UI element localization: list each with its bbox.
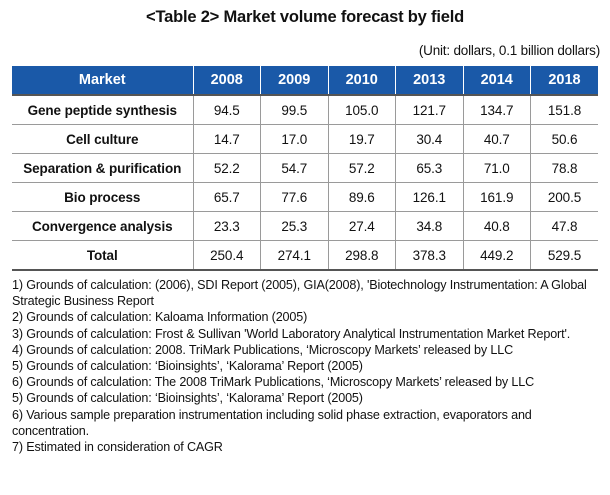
row-label: Total <box>12 240 193 271</box>
table-title: <Table 2> Market volume forecast by fiel… <box>146 8 464 26</box>
header-2014: 2014 <box>462 66 531 95</box>
footnotes: 1) Grounds of calculation: (2006), SDI R… <box>12 277 602 455</box>
table-row: Gene peptide synthesis 94.5 99.5 105.0 1… <box>12 94 598 125</box>
cell-value: 19.7 <box>327 124 396 154</box>
cell-value: 378.3 <box>395 240 463 271</box>
cell-value: 529.5 <box>530 240 598 271</box>
cell-value: 121.7 <box>395 94 463 125</box>
cell-value: 89.6 <box>327 182 396 212</box>
cell-value: 47.8 <box>530 211 598 241</box>
header-2018: 2018 <box>530 66 598 95</box>
row-label: Convergence analysis <box>12 211 193 241</box>
row-label: Bio process <box>12 182 193 212</box>
cell-value: 71.0 <box>462 153 531 183</box>
footnote: 2) Grounds of calculation: Kaloama Infor… <box>12 310 308 325</box>
cell-value: 40.7 <box>462 124 531 154</box>
cell-value: 78.8 <box>530 153 598 183</box>
cell-value: 99.5 <box>260 94 328 125</box>
table-row-total: Total 250.4 274.1 298.8 378.3 449.2 529.… <box>12 240 598 271</box>
cell-value: 200.5 <box>530 182 598 212</box>
row-label: Cell culture <box>12 124 193 154</box>
cell-value: 65.3 <box>395 153 463 183</box>
cell-value: 30.4 <box>395 124 463 154</box>
cell-value: 105.0 <box>327 94 396 125</box>
table-header-row: Market 2008 2009 2010 2013 2014 2018 <box>12 66 598 95</box>
table-row: Separation & purification 52.2 54.7 57.2… <box>12 153 598 183</box>
table-row: Cell culture 14.7 17.0 19.7 30.4 40.7 50… <box>12 124 598 154</box>
footnote: 1) Grounds of calculation: (2006), SDI R… <box>12 278 587 309</box>
cell-value: 77.6 <box>260 182 328 212</box>
footnote: 4) Grounds of calculation: 2008. TriMark… <box>12 342 514 357</box>
cell-value: 54.7 <box>260 153 328 183</box>
cell-value: 449.2 <box>462 240 531 271</box>
cell-value: 94.5 <box>192 94 261 125</box>
cell-value: 23.3 <box>192 211 261 241</box>
header-2009: 2009 <box>260 66 328 95</box>
footnote: 6) Various sample preparation instrument… <box>12 407 532 438</box>
cell-value: 250.4 <box>192 240 261 271</box>
footnote: 5) Grounds of calculation: ‘Bioinsights’… <box>12 359 363 374</box>
row-label: Separation & purification <box>12 153 193 183</box>
cell-value: 34.8 <box>395 211 463 241</box>
footnote: 5) Grounds of calculation: ‘Bioinsights’… <box>12 391 363 406</box>
cell-value: 274.1 <box>260 240 328 271</box>
cell-value: 57.2 <box>327 153 396 183</box>
header-2008: 2008 <box>192 66 261 95</box>
cell-value: 27.4 <box>327 211 396 241</box>
cell-value: 52.2 <box>192 153 261 183</box>
cell-value: 126.1 <box>395 182 463 212</box>
table-row: Convergence analysis 23.3 25.3 27.4 34.8… <box>12 211 598 241</box>
unit-label: (Unit: dollars, 0.1 billion dollars) <box>418 43 600 58</box>
cell-value: 134.7 <box>462 94 531 125</box>
header-2010: 2010 <box>327 66 396 95</box>
cell-value: 65.7 <box>192 182 261 212</box>
cell-value: 17.0 <box>260 124 328 154</box>
cell-value: 50.6 <box>530 124 598 154</box>
footnote: 6) Grounds of calculation: The 2008 TriM… <box>12 375 535 390</box>
row-label: Gene peptide synthesis <box>12 94 193 125</box>
header-2013: 2013 <box>395 66 463 95</box>
market-volume-table: Market 2008 2009 2010 2013 2014 2018 Gen… <box>12 66 598 271</box>
header-market: Market <box>12 66 193 95</box>
footnote: 7) Estimated in consideration of CAGR <box>12 440 223 455</box>
cell-value: 40.8 <box>462 211 531 241</box>
cell-value: 25.3 <box>260 211 328 241</box>
cell-value: 14.7 <box>192 124 261 154</box>
table-row: Bio process 65.7 77.6 89.6 126.1 161.9 2… <box>12 182 598 212</box>
cell-value: 161.9 <box>462 182 531 212</box>
cell-value: 151.8 <box>530 94 598 125</box>
cell-value: 298.8 <box>327 240 396 271</box>
footnote: 3) Grounds of calculation: Frost & Sulli… <box>12 326 571 341</box>
